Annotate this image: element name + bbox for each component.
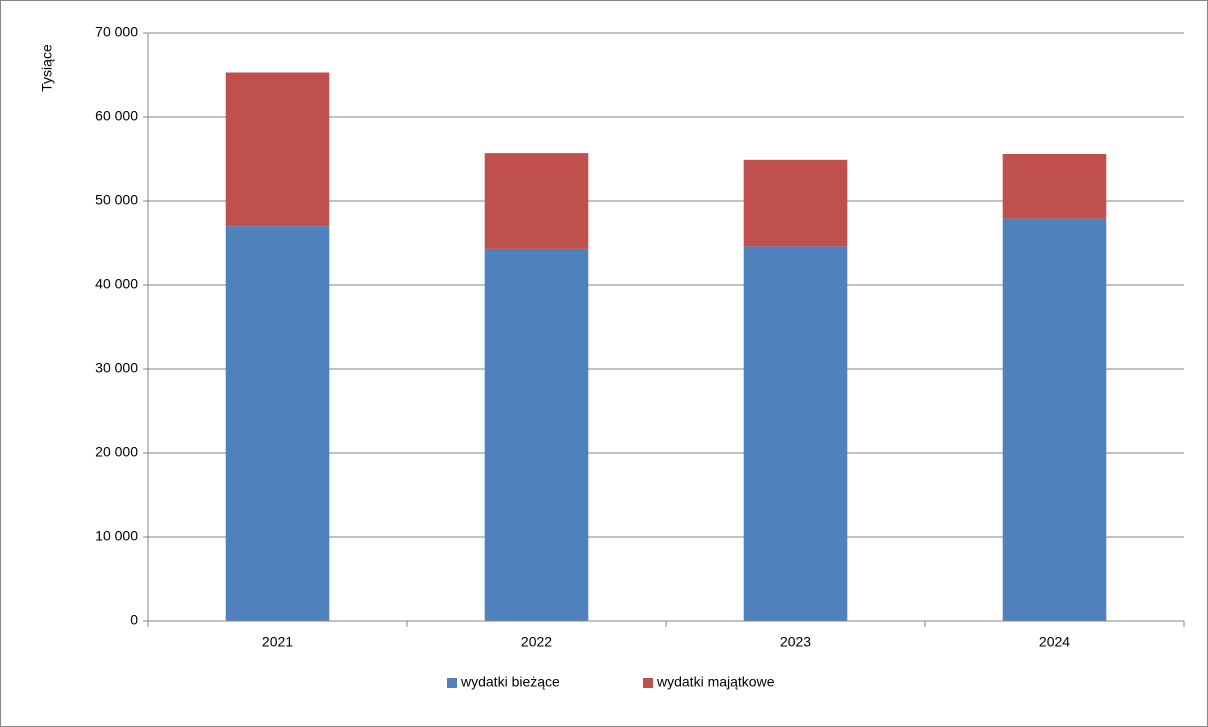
bar-segment (1002, 153, 1107, 219)
y-tick-label: 40 000 (95, 276, 138, 292)
y-tick-label: 10 000 (95, 528, 138, 544)
legend-swatch (643, 678, 653, 688)
x-tick-label: 2024 (1039, 634, 1070, 650)
y-axis-label: Tysiące (39, 44, 55, 92)
bar-segment (484, 248, 589, 621)
y-tick-label: 0 (130, 612, 138, 628)
legend-label: wydatki majątkowe (656, 674, 775, 690)
y-tick-label: 50 000 (95, 192, 138, 208)
legend-swatch (447, 678, 457, 688)
bar-segment (225, 72, 330, 227)
y-tick-label: 70 000 (95, 24, 138, 40)
x-tick-label: 2021 (262, 634, 293, 650)
bar-segment (484, 153, 589, 249)
bar-segment (743, 246, 848, 622)
y-tick-label: 30 000 (95, 360, 138, 376)
legend-label: wydatki bieżące (460, 674, 560, 690)
x-tick-label: 2022 (521, 634, 552, 650)
bar-segment (743, 159, 848, 247)
y-tick-label: 20 000 (95, 444, 138, 460)
bar-segment (1002, 218, 1107, 621)
x-tick-label: 2023 (780, 634, 811, 650)
bar-segment (225, 226, 330, 621)
y-tick-label: 60 000 (95, 108, 138, 124)
